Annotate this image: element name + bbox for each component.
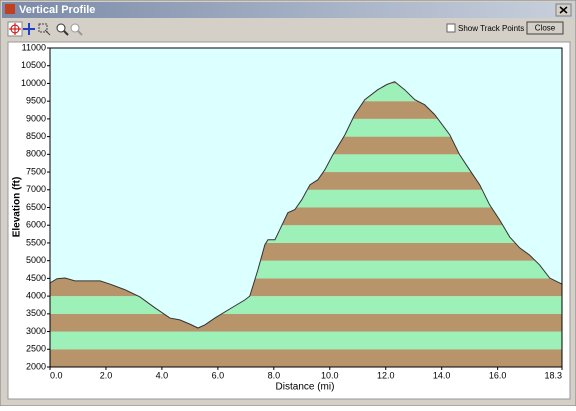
x-tick-label: 10.0: [321, 370, 339, 380]
profile-line: [49, 81, 563, 329]
elevation-band: [50, 349, 562, 367]
title-bar: [2, 2, 574, 18]
checkbox-label[interactable]: Show Track Points: [458, 24, 524, 33]
app-icon: [5, 4, 15, 14]
plot-border: [49, 47, 563, 368]
y-tick-label: 10500: [21, 60, 46, 70]
y-tick-label: 10000: [21, 78, 46, 88]
window-title: Vertical Profile: [19, 4, 95, 16]
x-tick-label: 0.0: [50, 370, 63, 380]
close-button-label[interactable]: Close: [535, 24, 556, 33]
x-tick-label: 8.0: [268, 370, 281, 380]
elevation-band: [50, 296, 562, 314]
y-tick-label: 3000: [26, 326, 46, 336]
x-tick-label: 2.0: [100, 370, 113, 380]
y-tick-label: 8000: [26, 149, 46, 159]
y-tick-label: 8500: [26, 131, 46, 141]
tool-select[interactable]: [7, 21, 23, 37]
close-button[interactable]: Close: [526, 21, 564, 35]
toolbar: [7, 21, 83, 37]
x-tick-label: 4.0: [156, 370, 169, 380]
y-tick-label: 3500: [26, 308, 46, 318]
y-tick-label: 6000: [26, 220, 46, 230]
x-axis-label: Distance (mi): [276, 382, 335, 393]
elevation-band: [50, 331, 562, 350]
x-tick-label: 18.3: [544, 370, 562, 380]
tool-zoom-box[interactable]: [38, 23, 51, 36]
y-tick-label: 4000: [26, 290, 46, 300]
y-tick-label: 9500: [26, 96, 46, 106]
y-tick-label: 5500: [26, 237, 46, 247]
y-tick-label: 11000: [22, 42, 46, 52]
tool-pan[interactable]: [23, 23, 35, 35]
x-tick-label: 12.0: [377, 370, 395, 380]
x-tick-label: 16.0: [489, 370, 507, 380]
y-tick-label: 4500: [26, 273, 46, 283]
checkbox[interactable]: [446, 23, 456, 33]
y-tick-label: 6500: [26, 202, 46, 212]
y-tick-label: 2000: [26, 361, 46, 371]
y-tick-label: 7500: [26, 166, 46, 176]
y-tick-label: 2500: [26, 344, 46, 354]
y-tick-label: 7000: [26, 184, 46, 194]
x-tick-label: 14.0: [433, 370, 451, 380]
close-x-button[interactable]: [555, 3, 572, 17]
tool-zoom-in[interactable]: [56, 23, 69, 36]
y-axis-label: Elevation (ft): [12, 177, 23, 238]
y-tick-label: 9000: [26, 113, 46, 123]
x-tick-label: 6.0: [212, 370, 225, 380]
tool-zoom-out[interactable]: [70, 23, 83, 36]
y-tick-label: 5000: [26, 255, 46, 265]
elevation-band: [50, 313, 562, 332]
